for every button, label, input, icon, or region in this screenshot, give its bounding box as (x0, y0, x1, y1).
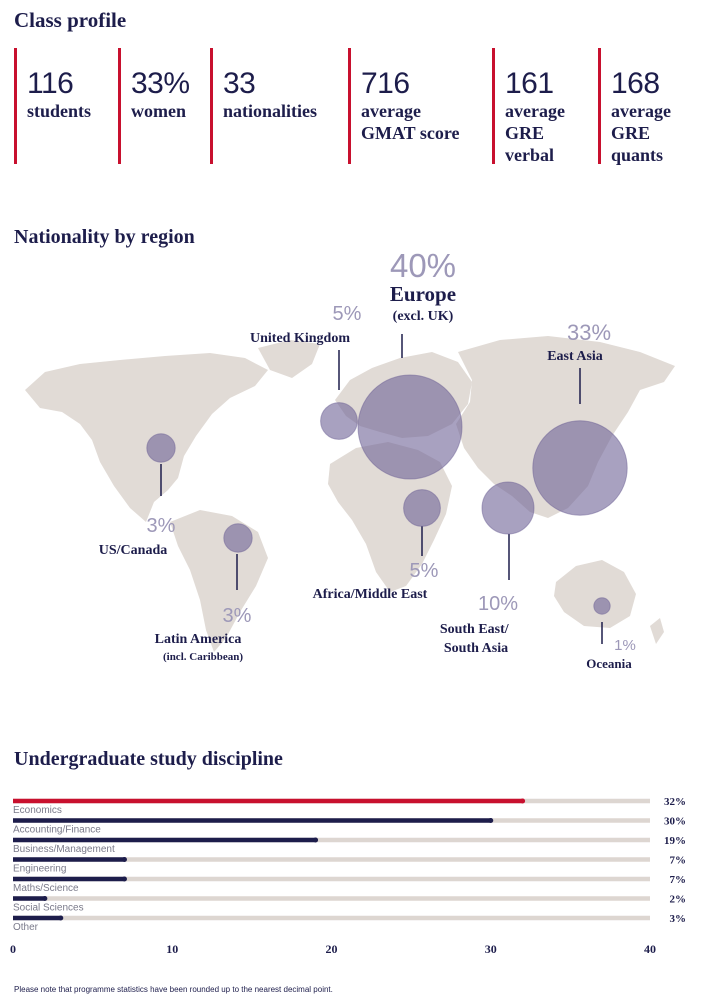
land-new-zealand (650, 618, 664, 644)
pct-southeast-asia: 10% (478, 593, 518, 615)
pct-east-asia: 33% (567, 320, 611, 345)
pct-latin-america: 3% (223, 605, 252, 627)
region-bubbles (146, 374, 628, 615)
stat-women: 33% women (118, 48, 210, 164)
pct-europe: 40% (390, 247, 456, 284)
pct-united-kingdom: 5% (333, 303, 362, 325)
stat-gre-quants: 168 average GRE quants (598, 48, 704, 165)
bar-value-label: 2% (670, 894, 687, 906)
bubble-oceania (593, 597, 611, 615)
stat-value: 716 (361, 67, 410, 100)
class-profile-title: Class profile (14, 8, 127, 32)
stat-label: women (131, 101, 186, 121)
pct-oceania: 1% (614, 637, 636, 654)
bar-category-label: Social Sciences (13, 903, 84, 914)
footnote: Please note that programme statistics ha… (14, 985, 333, 994)
land-greenland (258, 340, 320, 378)
stat-students: 116 students (14, 48, 118, 164)
bar-value-label: 7% (670, 855, 687, 867)
stat-gre-verbal: 161 average GRE verbal (492, 48, 598, 165)
leader-lines (160, 334, 603, 644)
pct-africa: 5% (410, 560, 439, 582)
bar-category-label: Maths/Science (13, 883, 79, 894)
x-tick-label: 10 (166, 942, 178, 956)
stat-label: nationalities (223, 101, 318, 121)
label-latin-america-sub: (incl. Caribbean) (163, 651, 243, 663)
label-europe: Europe (390, 282, 456, 306)
pct-us-canada: 3% (147, 515, 176, 537)
stat-value: 33 (223, 67, 256, 100)
stat-value: 161 (505, 67, 554, 100)
bubble-africa-middle-east (403, 489, 441, 527)
bar-value-label: 7% (670, 874, 687, 886)
label-us-canada: US/Canada (99, 543, 167, 558)
discipline-title: Undergraduate study discipline (14, 748, 283, 770)
label-east-asia: East Asia (547, 349, 603, 364)
label-europe-sub: (excl. UK) (393, 309, 454, 324)
x-tick-label: 0 (10, 942, 16, 956)
x-tick-label: 30 (485, 942, 497, 956)
stat-value: 33% (131, 67, 190, 100)
discipline-bar-chart: Economics 32% Accounting/Finance 30% Busines… (10, 796, 687, 956)
stats-row: 116 students 33% women 33 nationalities … (14, 48, 704, 165)
land-africa (328, 442, 452, 592)
bubble-united-kingdom (320, 402, 358, 440)
bar-end-dot (121, 876, 127, 882)
label-latin-america: Latin America (155, 632, 242, 647)
land-north-america (25, 353, 268, 522)
bar-end-dot (121, 857, 127, 862)
bar-category-label: Engineering (13, 864, 66, 875)
bar-end-dot (488, 818, 494, 823)
bubble-latin-america (223, 523, 253, 553)
nationality-map: 40% Europe (excl. UK) 5% United Kingdom … (25, 247, 675, 671)
stat-label: average GRE verbal (505, 101, 565, 165)
bar-end-dot (520, 798, 526, 804)
bubble-southeast-asia (481, 481, 535, 535)
stat-label: students (27, 101, 92, 121)
label-southeast-asia-line2: South Asia (444, 641, 508, 656)
stat-value: 168 (611, 67, 660, 100)
land-south-america (170, 510, 268, 652)
stat-nationalities: 33 nationalities (210, 48, 348, 164)
stat-label: average GRE quants (611, 101, 671, 165)
bar-value-label: 30% (664, 816, 686, 828)
bubble-us-canada (146, 433, 176, 463)
land-australia (554, 560, 636, 628)
label-southeast-asia: South East/ South Asia (440, 622, 512, 656)
stat-label: average GMAT score (361, 101, 460, 143)
bar-end-dot (313, 837, 319, 843)
bar-end-dot (42, 896, 48, 901)
bar-value-label: 19% (664, 835, 686, 847)
bar-category-label: Accounting/Finance (13, 825, 101, 836)
bar-value-label: 32% (664, 796, 686, 808)
bar-category-label: Business/Management (13, 844, 115, 855)
bubble-east-asia (532, 420, 628, 516)
nationality-title: Nationality by region (14, 226, 195, 248)
stat-gmat: 716 average GMAT score (348, 48, 492, 164)
region-labels: 40% Europe (excl. UK) 5% United Kingdom … (99, 247, 636, 671)
label-oceania: Oceania (586, 656, 632, 671)
label-africa: Africa/Middle East (313, 587, 428, 602)
bar-category-label: Other (13, 922, 39, 933)
bar-value-label: 3% (670, 913, 687, 925)
bar-category-label: Economics (13, 805, 62, 816)
label-united-kingdom: United Kingdom (250, 331, 350, 346)
x-tick-label: 40 (644, 942, 656, 956)
x-tick-label: 20 (326, 942, 338, 956)
stat-value: 116 (27, 67, 74, 100)
bar-end-dot (58, 915, 64, 921)
bubble-europe (357, 374, 463, 480)
label-southeast-asia-line1: South East/ (440, 622, 510, 637)
